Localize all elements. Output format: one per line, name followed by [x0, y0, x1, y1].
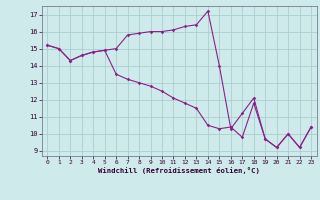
X-axis label: Windchill (Refroidissement éolien,°C): Windchill (Refroidissement éolien,°C)	[98, 167, 260, 174]
